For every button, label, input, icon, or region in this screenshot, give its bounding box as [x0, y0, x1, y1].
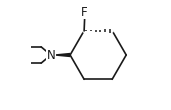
Polygon shape: [51, 53, 70, 57]
Text: F: F: [81, 6, 88, 18]
Text: N: N: [47, 49, 55, 61]
